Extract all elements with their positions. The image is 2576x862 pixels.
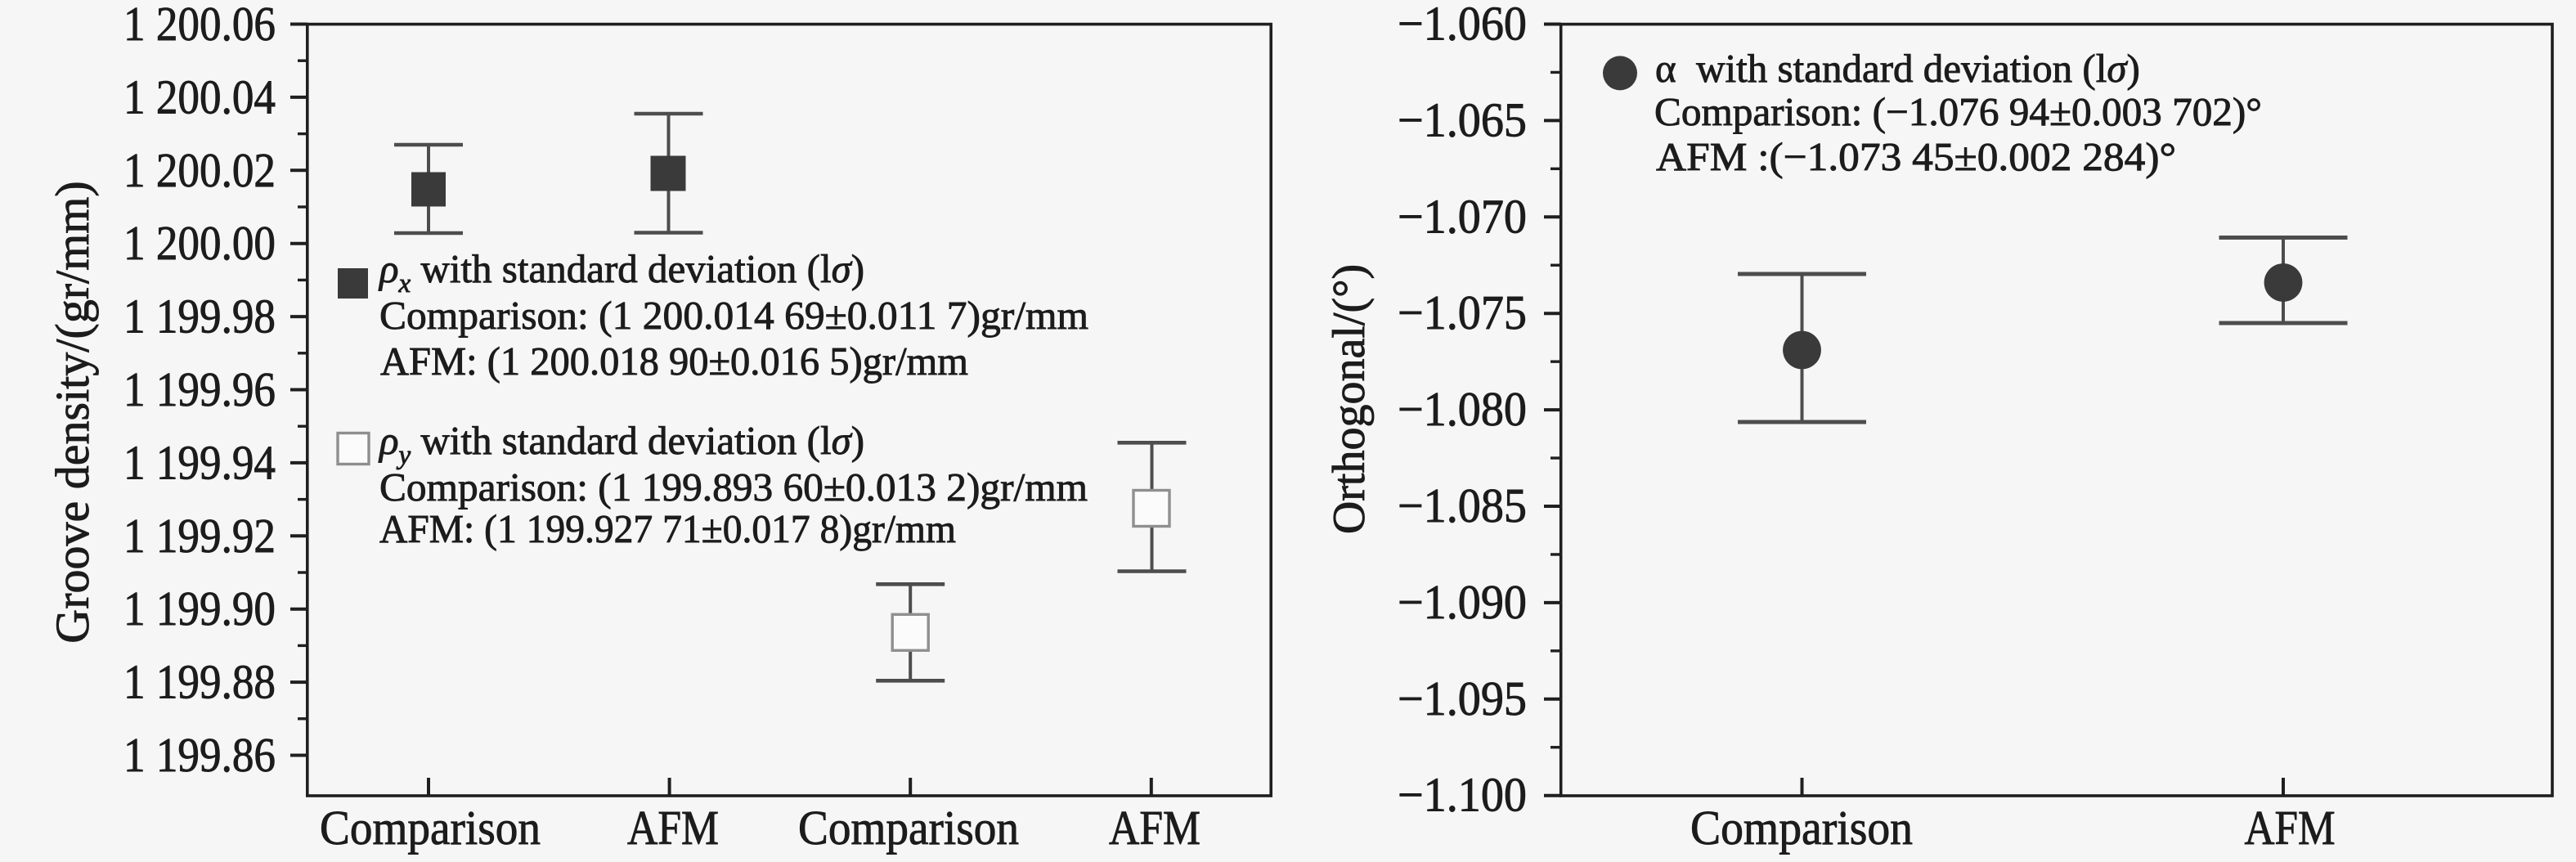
svg-text:Groove density/(gr/mm): Groove density/(gr/mm) [46, 181, 99, 643]
svg-text:AFM :(−1.073 45±0.002 284)°: AFM :(−1.073 45±0.002 284)° [1656, 134, 2176, 179]
svg-text:−1.100: −1.100 [1398, 768, 1527, 822]
svg-text:AFM: (1 199.927 71±0.017 8)gr/: AFM: (1 199.927 71±0.017 8)gr/mm [379, 506, 956, 551]
svg-text:AFM: (1 200.018 90±0.016 5)gr/: AFM: (1 200.018 90±0.016 5)gr/mm [380, 339, 968, 384]
svg-text:1 199.88: 1 199.88 [123, 655, 276, 709]
svg-text:α with standard deviation (lσ: α with standard deviation (lσ) [1655, 46, 2140, 91]
svg-text:1 199.94: 1 199.94 [123, 435, 276, 489]
svg-text:−1.070: −1.070 [1398, 189, 1527, 243]
svg-text:AFM: AFM [1109, 801, 1200, 855]
svg-text:−1.075: −1.075 [1398, 285, 1527, 339]
svg-text:1 199.90: 1 199.90 [123, 581, 276, 635]
svg-text:−1.090: −1.090 [1398, 575, 1527, 629]
svg-text:Comparison: (−1.076 94±0.003 7: Comparison: (−1.076 94±0.003 702)° [1654, 89, 2262, 134]
svg-text:1 199.86: 1 199.86 [123, 728, 276, 782]
svg-text:Comparison: Comparison [320, 801, 541, 855]
svg-text:Comparison: (1 199.893 60±0.01: Comparison: (1 199.893 60±0.013 2)gr/mm [379, 465, 1088, 510]
svg-text:Orthogonal/(°): Orthogonal/(°) [1324, 264, 1375, 534]
svg-text:1 199.92: 1 199.92 [123, 509, 276, 563]
svg-text:1 200.00: 1 200.00 [123, 216, 276, 270]
svg-text:1 199.96: 1 199.96 [123, 362, 276, 416]
svg-text:1 199.98: 1 199.98 [123, 290, 276, 343]
svg-text:−1.080: −1.080 [1398, 382, 1527, 436]
svg-text:1 200.04: 1 200.04 [123, 70, 276, 123]
svg-text:Comparison: Comparison [798, 801, 1019, 855]
svg-text:−1.095: −1.095 [1398, 671, 1527, 725]
svg-text:−1.085: −1.085 [1398, 478, 1527, 532]
svg-text:Comparison: Comparison [1690, 801, 1913, 855]
svg-text:1 200.06: 1 200.06 [123, 0, 276, 51]
svg-text:ρx with standard deviation (lσ: ρx with standard deviation (lσ) [378, 246, 864, 299]
svg-text:AFM: AFM [2245, 801, 2336, 855]
svg-text:−1.065: −1.065 [1398, 92, 1527, 146]
svg-text:1 200.02: 1 200.02 [123, 143, 276, 197]
svg-text:Comparison: (1 200.014 69±0.01: Comparison: (1 200.014 69±0.011 7)gr/mm [379, 293, 1088, 338]
svg-text:ρy with standard deviation (lσ: ρy with standard deviation (lσ) [378, 418, 864, 470]
svg-text:AFM: AFM [627, 801, 719, 855]
svg-text:−1.060: −1.060 [1398, 0, 1527, 51]
